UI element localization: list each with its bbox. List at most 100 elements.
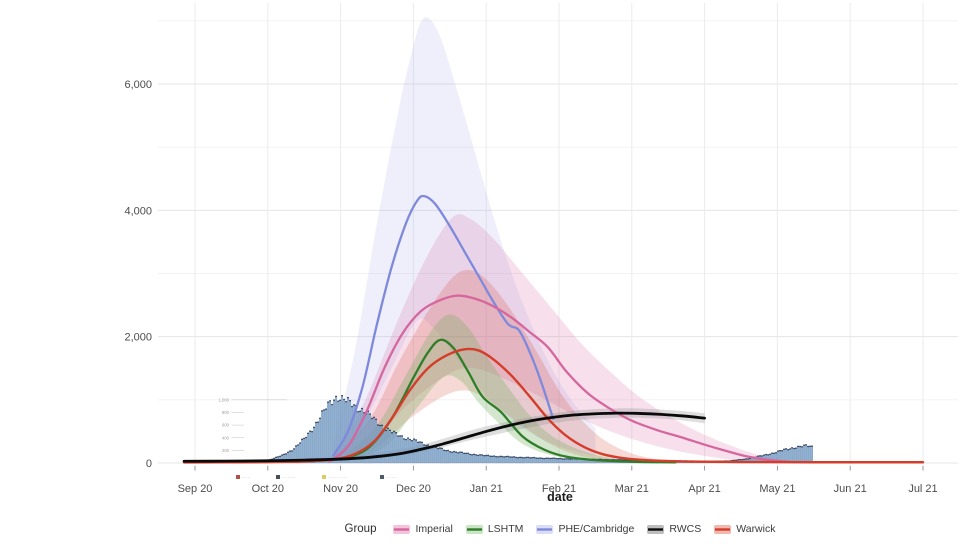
histogram-bar-cap <box>337 400 339 402</box>
histogram-bar-cap <box>757 455 759 457</box>
histogram-bar-cap <box>281 454 283 456</box>
histogram-bar <box>421 442 423 464</box>
histogram-bar <box>343 399 345 464</box>
legend-item-imperial: Imperial <box>393 523 453 535</box>
histogram-bar <box>531 457 533 464</box>
histogram-bar-cap <box>279 455 281 457</box>
histogram-bar <box>473 454 475 464</box>
histogram-bar-cap <box>621 459 623 461</box>
histogram-bar <box>797 446 799 464</box>
histogram-bar <box>309 430 311 464</box>
histogram-bar <box>503 456 505 464</box>
histogram-bar <box>535 457 537 464</box>
x-tick-label: Jun 21 <box>834 483 867 495</box>
histogram-bar-cap <box>387 427 389 429</box>
histogram-bar-cap <box>533 456 535 459</box>
histogram-bar-cap <box>537 457 539 459</box>
histogram-bar <box>327 401 329 464</box>
histogram-bar-cap <box>481 454 483 456</box>
histogram-bar <box>791 447 793 464</box>
histogram-bar-cap <box>511 456 513 458</box>
x-axis-title: date <box>547 490 573 504</box>
legend-key-icon <box>393 524 411 534</box>
histogram-bar-cap <box>611 459 613 461</box>
histogram-bar-cap <box>607 459 609 461</box>
histogram-bar <box>499 456 501 464</box>
band-lshtm <box>340 314 640 463</box>
histogram-bar <box>383 429 385 464</box>
histogram-bar <box>395 432 397 464</box>
histogram-bar-cap <box>759 455 761 457</box>
histogram-bar <box>323 409 325 464</box>
histogram-bar <box>321 410 323 464</box>
histogram-bar-cap <box>475 454 477 456</box>
histogram-bar <box>805 444 807 464</box>
histogram-bar-cap <box>763 454 765 456</box>
histogram-bar-cap <box>571 458 573 460</box>
histogram-bar-cap <box>615 459 617 461</box>
histogram-bar-cap <box>605 458 607 461</box>
histogram-bar-cap <box>347 396 349 399</box>
histogram-bar-cap <box>321 410 323 412</box>
histogram-bar-cap <box>553 457 555 459</box>
histogram-bar-cap <box>479 454 481 456</box>
histogram-bar <box>527 457 529 464</box>
histogram-bar <box>545 458 547 464</box>
histogram-bar-cap <box>545 457 547 459</box>
histogram-bar <box>793 448 795 464</box>
histogram-bar-cap <box>529 457 531 459</box>
histogram-bar-cap <box>289 450 291 452</box>
legend-item-warwick: Warwick <box>714 523 775 535</box>
histogram-bar-cap <box>391 432 393 434</box>
histogram-bar-cap <box>483 455 485 457</box>
histogram-bar <box>389 430 391 464</box>
histogram-bar-cap <box>737 459 739 461</box>
histogram-bar-cap <box>363 412 365 414</box>
histogram-bar-cap <box>557 458 559 460</box>
histogram-bar-cap <box>505 455 507 458</box>
histogram-bar <box>553 457 555 464</box>
histogram-bar-cap <box>441 447 443 450</box>
histogram-bar <box>511 456 513 464</box>
histogram-bar-cap <box>491 455 493 457</box>
histogram-bar <box>435 446 437 464</box>
histogram-bar-cap <box>319 417 321 419</box>
histogram-bar-cap <box>559 457 561 460</box>
x-tick-label: Jan 21 <box>470 483 503 495</box>
legend-item-label: Imperial <box>415 523 453 535</box>
histogram-bar <box>807 446 809 464</box>
histogram-bar-cap <box>451 451 453 453</box>
histogram-bar-cap <box>461 451 463 453</box>
histogram-bar-cap <box>539 457 541 459</box>
histogram-bar-cap <box>385 429 387 432</box>
histogram-bar <box>429 446 431 464</box>
histogram-bar-cap <box>777 450 779 452</box>
histogram-bar-cap <box>403 438 405 440</box>
histogram-bar-cap <box>283 453 285 455</box>
inset-legend-swatch <box>276 475 280 479</box>
histogram-bar-cap <box>731 459 733 462</box>
histogram-bar <box>801 446 803 464</box>
histogram-bar-cap <box>443 449 445 451</box>
histogram-bar <box>497 456 499 464</box>
histogram-bar <box>317 421 319 464</box>
histogram-bar <box>431 447 433 464</box>
histogram-bar <box>501 456 503 464</box>
histogram-bar-cap <box>373 416 375 419</box>
histogram-bar-cap <box>625 459 627 461</box>
histogram-bar-cap <box>287 451 289 453</box>
histogram-bar <box>325 408 327 464</box>
histogram-bar <box>385 430 387 464</box>
histogram-bar <box>529 457 531 464</box>
histogram-bar-cap <box>477 454 479 457</box>
histogram-bar <box>541 458 543 464</box>
histogram-bar-cap <box>783 448 785 450</box>
histogram-bar-cap <box>749 457 751 460</box>
histogram-bar-cap <box>423 444 425 446</box>
histogram-bar <box>397 435 399 464</box>
y-tick-label: 0 <box>146 458 152 470</box>
histogram-bar-cap <box>447 449 449 452</box>
x-tick-label: Jul 21 <box>908 483 937 495</box>
